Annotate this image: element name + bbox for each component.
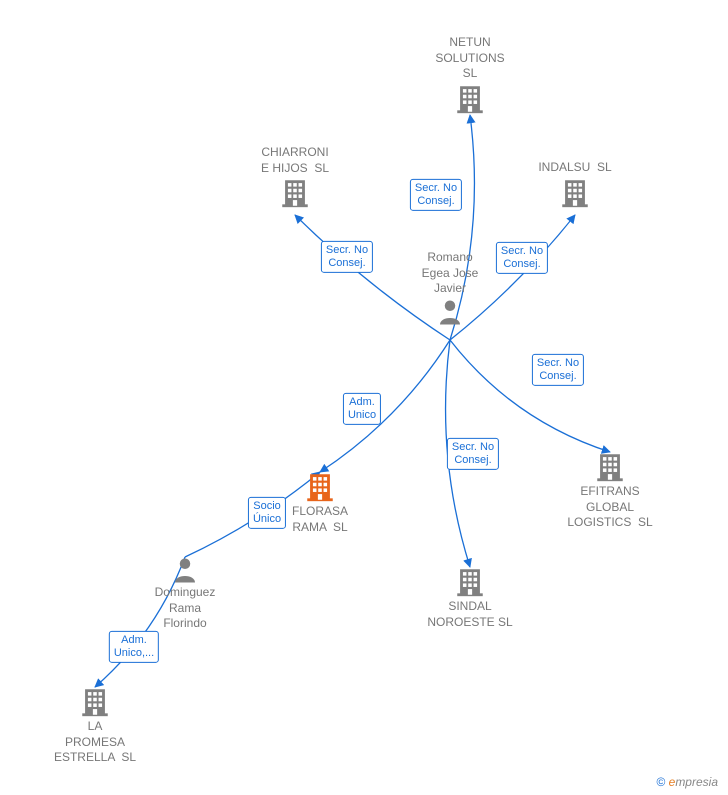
node-label: SINDAL NOROESTE SL bbox=[420, 599, 520, 630]
node-sindal: SINDAL NOROESTE SL bbox=[420, 565, 520, 630]
node-efitrans: EFITRANS GLOBAL LOGISTICS SL bbox=[560, 450, 660, 531]
building-icon bbox=[420, 82, 520, 116]
brand-rest: mpresia bbox=[675, 775, 718, 789]
edge-romano-efitrans bbox=[450, 340, 610, 452]
building-icon bbox=[560, 450, 660, 484]
node-label: Romano Egea Jose Javier bbox=[400, 250, 500, 297]
building-icon bbox=[420, 565, 520, 599]
edge-label: Secr. No Consej. bbox=[447, 438, 499, 470]
edge-label: Secr. No Consej. bbox=[496, 242, 548, 274]
node-dominguez: Dominguez Rama Florindo bbox=[135, 555, 235, 632]
node-chiarroni: CHIARRONI E HIJOS SL bbox=[245, 145, 345, 210]
node-romano: Romano Egea Jose Javier bbox=[400, 250, 500, 327]
watermark: © empresia bbox=[656, 775, 718, 789]
copyright-symbol: © bbox=[656, 775, 665, 789]
node-label: INDALSU SL bbox=[525, 160, 625, 176]
edge-label: Adm. Unico bbox=[343, 393, 381, 425]
edge-label: Secr. No Consej. bbox=[321, 241, 373, 273]
node-label: CHIARRONI E HIJOS SL bbox=[245, 145, 345, 176]
edge-label: Adm. Unico,... bbox=[109, 631, 159, 663]
edge-romano-florasa bbox=[320, 340, 450, 472]
node-label: NETUN SOLUTIONS SL bbox=[420, 35, 520, 82]
building-icon bbox=[45, 685, 145, 719]
person-icon bbox=[135, 555, 235, 585]
edge-label: Secr. No Consej. bbox=[410, 179, 462, 211]
person-icon bbox=[400, 297, 500, 327]
node-label: LA PROMESA ESTRELLA SL bbox=[45, 719, 145, 766]
node-lapromesa: LA PROMESA ESTRELLA SL bbox=[45, 685, 145, 766]
node-netun: NETUN SOLUTIONS SL bbox=[420, 35, 520, 116]
building-icon bbox=[525, 176, 625, 210]
building-icon bbox=[245, 176, 345, 210]
edge-label: Socio Único bbox=[248, 497, 286, 529]
node-indalsu: INDALSU SL bbox=[525, 160, 625, 210]
edge-label: Secr. No Consej. bbox=[532, 354, 584, 386]
node-label: Dominguez Rama Florindo bbox=[135, 585, 235, 632]
node-label: EFITRANS GLOBAL LOGISTICS SL bbox=[560, 484, 660, 531]
